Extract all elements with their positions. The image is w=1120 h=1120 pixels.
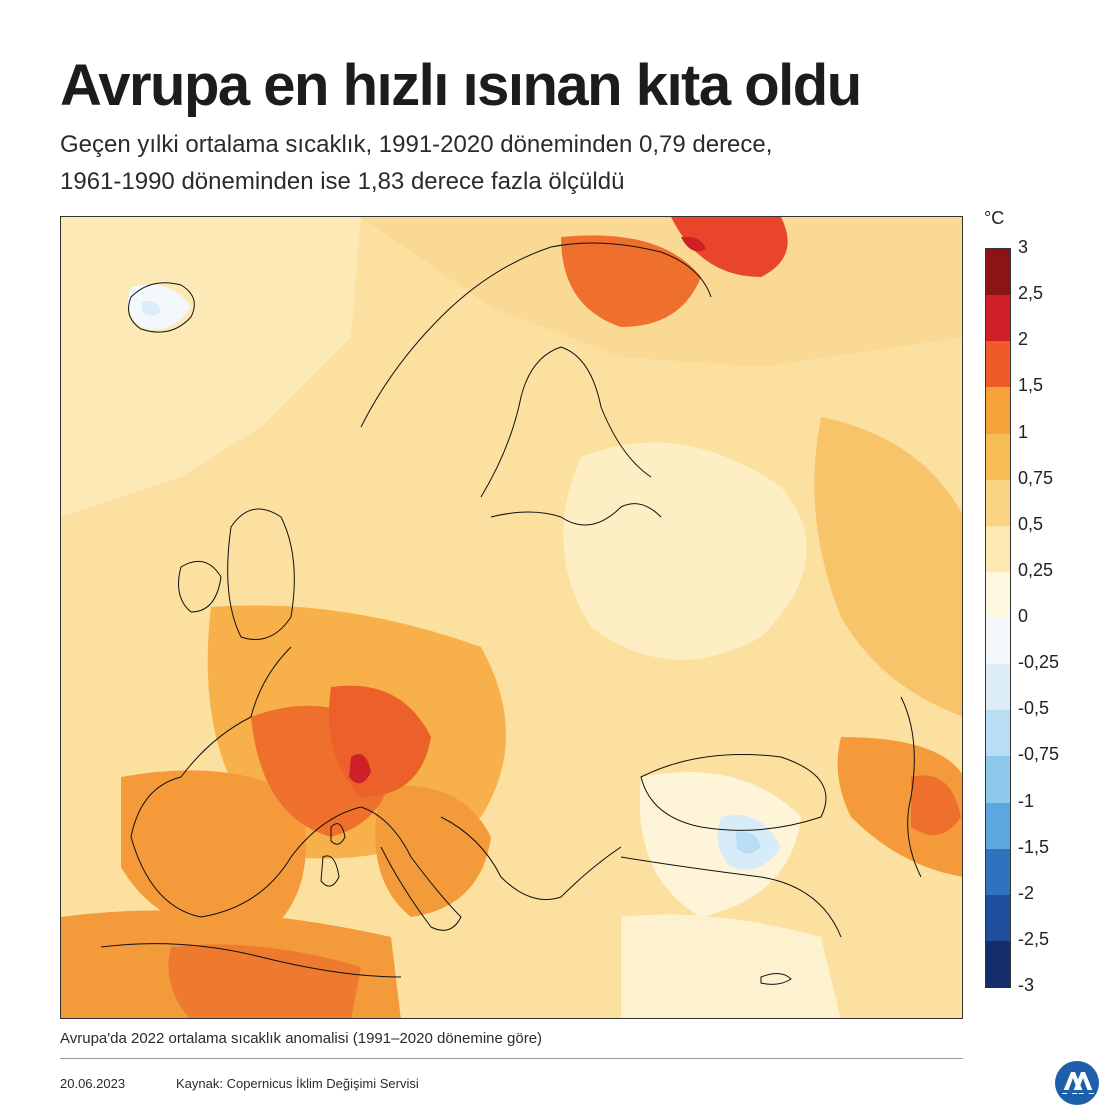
subtitle-line-1: Geçen yılki ortalama sıcaklık, 1991-2020…	[60, 131, 773, 158]
legend-swatch	[986, 940, 1010, 988]
zone-iceland-blue	[141, 300, 161, 316]
legend-tick-label: 0	[1018, 606, 1029, 626]
coast-north-africa	[100, 943, 402, 978]
legend-tick-label: 3	[1018, 237, 1029, 257]
legend-swatch	[986, 433, 1010, 481]
legend-tick-label: -0,75	[1018, 744, 1060, 765]
legend-tick-label: -0,5	[1018, 698, 1050, 719]
legend-swatch	[986, 525, 1010, 573]
coast-ireland	[178, 560, 222, 613]
aa-logo	[1055, 1061, 1099, 1105]
zone-iceland-cool	[127, 284, 191, 330]
coast-caspian	[900, 696, 922, 878]
coast-cyprus	[760, 973, 792, 985]
coast-sweden-finland	[480, 346, 652, 498]
zone-alps-core	[349, 754, 371, 784]
legend-tick-label: 1	[1018, 421, 1029, 442]
legend-tick-label: 0,75	[1018, 467, 1054, 488]
legend-swatch	[986, 249, 1010, 296]
zone-north-africa-hot	[168, 944, 361, 1018]
legend-tick-label: -0,25	[1018, 652, 1060, 673]
zone-kola-core	[681, 236, 706, 252]
coast-corsica	[330, 823, 346, 845]
zone-scandinavia-north	[561, 235, 701, 327]
zone-italy-med	[375, 785, 491, 917]
legend-tick-label: 0,5	[1018, 513, 1044, 534]
legend-swatch	[986, 387, 1010, 435]
legend-tick-label: 1,5	[1018, 375, 1044, 396]
legend-tick-label: 0,25	[1018, 559, 1054, 580]
zone-turkey-blue-core	[736, 831, 761, 854]
coast-black-sea	[640, 754, 827, 831]
legend-tick-label: -3	[1018, 975, 1035, 995]
legend-tick-label: 2,5	[1018, 283, 1044, 304]
color-legend	[985, 248, 1011, 988]
zone-iberia	[121, 770, 306, 937]
legend-swatch	[986, 848, 1010, 896]
coast-italy	[360, 806, 462, 931]
coast-britain	[227, 508, 295, 640]
page-title: Avrupa en hızlı ısınan kıta oldu	[60, 53, 862, 118]
legend-tick-label: -2,5	[1018, 928, 1050, 949]
temperature-anomaly-map	[60, 216, 963, 1019]
legend-swatch	[986, 756, 1010, 804]
zone-caucasus-warm	[837, 737, 962, 877]
legend-unit: °C	[984, 208, 1005, 228]
coast-norway	[360, 242, 712, 428]
divider	[60, 1058, 963, 1059]
zone-kola-hot	[671, 217, 788, 277]
subtitle-line-2: 1961-1990 döneminden ise 1,83 derece faz…	[60, 168, 625, 195]
coast-iceland	[128, 282, 195, 333]
legend-swatch	[986, 802, 1010, 850]
publish-date: 20.06.2023	[60, 1076, 126, 1091]
legend-swatch	[986, 618, 1010, 665]
legend-tick-label: -1,5	[1018, 836, 1050, 857]
coast-france-iberia	[130, 646, 362, 918]
legend-tick-label: -1	[1018, 790, 1035, 811]
coast-sardinia	[320, 855, 340, 887]
coast-balkans	[440, 816, 622, 900]
legend-tick-label: -2	[1018, 882, 1035, 903]
zone-russia-warm	[814, 417, 962, 717]
map-caption: Avrupa'da 2022 ortalama sıcaklık anomali…	[60, 1030, 543, 1047]
legend-swatch	[986, 710, 1010, 758]
legend-swatch	[986, 894, 1010, 942]
legend-swatch	[986, 479, 1010, 527]
legend-swatch	[986, 295, 1010, 343]
zone-caucasus-hot	[911, 775, 961, 835]
coast-baltic	[490, 503, 662, 526]
zone-levant-cool	[621, 914, 841, 1018]
source-credit: Kaynak: Copernicus İklim Değişimi Servis…	[176, 1076, 419, 1091]
zone-eastern-europe	[563, 442, 807, 660]
legend-swatch	[986, 341, 1010, 389]
legend-swatch	[986, 664, 1010, 712]
legend-swatch	[986, 571, 1010, 619]
page-subtitle: Geçen yılki ortalama sıcaklık, 1991-2020…	[60, 126, 960, 200]
coast-turkey	[620, 856, 842, 938]
legend-tick-label: 2	[1018, 329, 1029, 350]
